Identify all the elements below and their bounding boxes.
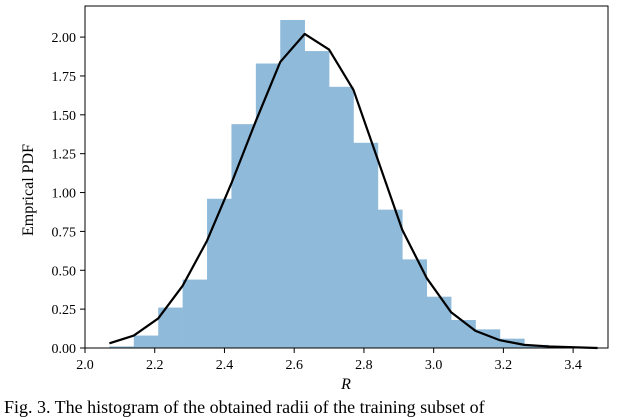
x-tick-label: 2.2: [146, 358, 164, 373]
x-tick-label: 2.8: [355, 358, 373, 373]
y-tick-label: 1.75: [52, 70, 77, 85]
x-tick-label: 2.4: [216, 358, 234, 373]
y-tick-label: 0.50: [52, 264, 77, 279]
histogram-bar: [182, 279, 208, 348]
y-tick-label: 1.25: [52, 148, 77, 163]
histogram-bar: [280, 19, 305, 349]
pdf-curve: [109, 32, 598, 350]
x-tick-label: 3.2: [495, 358, 513, 373]
histogram-bar: [451, 320, 476, 348]
y-tick-label: 2.00: [52, 31, 77, 46]
histogram-bar: [304, 51, 330, 348]
histogram-bar: [109, 346, 135, 348]
x-tick-label: 3.0: [425, 358, 443, 373]
histogram-bar: [231, 124, 257, 349]
x-tick-label: 3.4: [564, 358, 582, 373]
x-tick-label: 2.0: [76, 358, 94, 373]
histogram-bar: [207, 198, 232, 348]
histogram-bar: [353, 142, 379, 348]
y-tick-label: 0.25: [52, 303, 77, 318]
y-axis-ticks: 0.00 0.25 0.50 0.75 1.00 1.25 1.50 1.75 2.00: [52, 31, 85, 357]
histogram-bar: [402, 259, 427, 348]
y-tick-label: 0.75: [52, 225, 77, 240]
histogram-bar: [377, 209, 403, 348]
histogram-bar: [133, 335, 159, 348]
figure-caption: Fig. 3. The histogram of the obtained ra…: [4, 397, 485, 417]
y-tick-label: 1.00: [52, 187, 77, 202]
histogram-bar: [426, 296, 452, 348]
y-axis-label: Emprical PDF: [20, 144, 37, 236]
y-tick-label: 1.50: [52, 109, 77, 124]
histogram-bar: [255, 63, 281, 349]
histogram-bars: [109, 19, 598, 349]
x-axis-label: R: [340, 376, 351, 393]
histogram-bar: [329, 86, 354, 348]
x-axis-ticks: 2.0 2.2 2.4 2.6 2.8 3.0 3.2 3.4: [76, 348, 582, 373]
y-tick-label: 0.00: [52, 342, 77, 357]
x-tick-label: 2.6: [285, 358, 303, 373]
plot-frame: [84, 5, 609, 349]
